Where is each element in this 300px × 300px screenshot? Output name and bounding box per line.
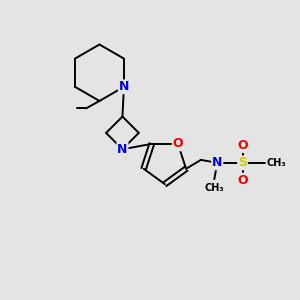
Text: CH₃: CH₃ [205, 183, 224, 193]
Text: N: N [117, 143, 128, 156]
Text: S: S [238, 156, 247, 169]
Text: N: N [119, 80, 129, 93]
Text: CH₃: CH₃ [266, 158, 286, 168]
Text: N: N [212, 156, 223, 169]
Text: O: O [237, 139, 248, 152]
Text: O: O [173, 137, 183, 150]
Text: O: O [237, 174, 248, 187]
